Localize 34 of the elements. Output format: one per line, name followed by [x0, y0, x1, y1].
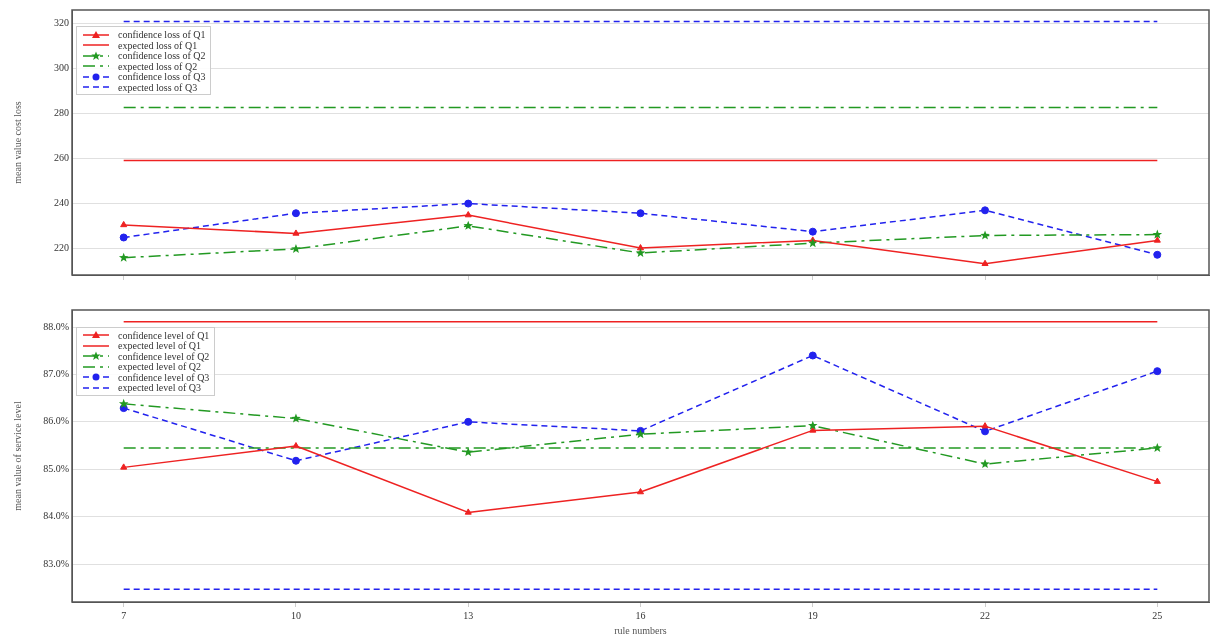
x-tick-label: 25: [1152, 609, 1163, 621]
legend-label: confidence loss of Q1: [118, 29, 206, 41]
x-tick-label: 16: [635, 609, 646, 621]
legend-label: confidence level of Q3: [118, 371, 210, 383]
legend-label: confidence level of Q1: [118, 329, 210, 341]
y-tick-label: 300: [54, 62, 69, 74]
y-tick-label: 320: [54, 17, 69, 29]
y-tick-label: 220: [54, 241, 69, 253]
x-tick-label: 10: [290, 609, 301, 621]
legend-label: confidence loss of Q2: [118, 50, 206, 62]
y-tick-label: 83.0%: [43, 557, 69, 569]
legend-label: expected level of Q2: [118, 361, 202, 373]
legend-label: expected loss of Q2: [118, 60, 198, 72]
x-tick-label: 13: [463, 609, 474, 621]
legend-label: confidence level of Q2: [118, 350, 210, 362]
legend-label: expected level of Q1: [118, 340, 202, 352]
legend-label: expected loss of Q1: [118, 39, 198, 51]
legend-label: confidence loss of Q3: [118, 71, 206, 83]
y-tick-label: 240: [54, 196, 69, 208]
x-tick-label: 22: [980, 609, 991, 621]
y-axis-title: mean value cost loss: [11, 101, 23, 184]
legend-label: expected loss of Q3: [118, 81, 198, 93]
y-tick-label: 88.0%: [43, 320, 69, 332]
y-tick-label: 280: [54, 106, 69, 118]
legend-label: expected level of Q3: [118, 382, 202, 394]
y-axis-title: mean value of service level: [11, 401, 23, 511]
y-tick-label: 86.0%: [43, 415, 69, 427]
x-axis-title: rule numbers: [614, 624, 667, 636]
y-tick-label: 85.0%: [43, 462, 69, 474]
y-tick-label: 87.0%: [43, 368, 69, 380]
y-tick-label: 260: [54, 151, 69, 163]
y-tick-label: 84.0%: [43, 510, 69, 522]
x-tick-label: 7: [121, 609, 127, 621]
x-tick-label: 19: [807, 609, 818, 621]
